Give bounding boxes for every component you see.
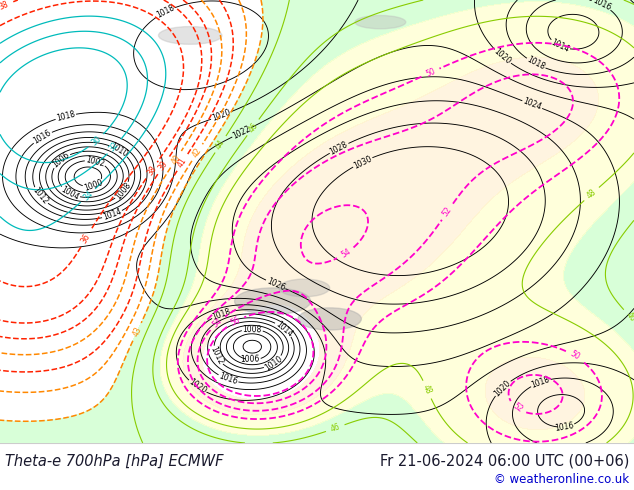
Text: 50: 50 <box>568 349 581 362</box>
Text: 50: 50 <box>424 67 437 79</box>
Text: 39: 39 <box>157 159 170 172</box>
Text: 48: 48 <box>585 187 598 200</box>
Text: 1024: 1024 <box>522 97 543 112</box>
Text: 1008: 1008 <box>243 324 262 334</box>
Text: 1014: 1014 <box>101 207 123 222</box>
Text: 1012: 1012 <box>30 186 50 206</box>
Text: 41: 41 <box>176 156 189 169</box>
Text: 56: 56 <box>229 315 242 328</box>
Ellipse shape <box>158 26 222 44</box>
Text: 32: 32 <box>108 140 121 153</box>
Text: 54: 54 <box>339 247 352 260</box>
Text: 1020: 1020 <box>493 378 512 398</box>
Text: 1026: 1026 <box>265 276 287 293</box>
Text: 1016: 1016 <box>32 128 53 146</box>
Text: 1016: 1016 <box>217 372 239 387</box>
Text: 1022: 1022 <box>231 124 252 141</box>
Text: 1020: 1020 <box>492 47 513 67</box>
Text: 54: 54 <box>210 317 224 330</box>
Text: 46: 46 <box>329 422 341 434</box>
Text: 36: 36 <box>79 232 92 245</box>
Text: 1004: 1004 <box>60 185 81 202</box>
Text: 46: 46 <box>247 121 259 134</box>
Text: 43: 43 <box>131 325 143 338</box>
Text: Fr 21-06-2024 06:00 UTC (00+06): Fr 21-06-2024 06:00 UTC (00+06) <box>380 453 630 468</box>
Text: 38: 38 <box>0 0 11 12</box>
Ellipse shape <box>298 308 361 330</box>
Text: 48: 48 <box>421 383 433 396</box>
Text: 1008: 1008 <box>113 181 133 201</box>
Ellipse shape <box>279 279 330 297</box>
Text: 1020: 1020 <box>186 378 208 396</box>
Text: 52: 52 <box>511 402 524 415</box>
Text: 38: 38 <box>145 164 158 177</box>
Text: 1016: 1016 <box>591 0 612 13</box>
Text: 1012: 1012 <box>208 345 224 367</box>
Text: 46: 46 <box>624 310 634 324</box>
Text: © weatheronline.co.uk: © weatheronline.co.uk <box>494 473 629 486</box>
Text: 40: 40 <box>169 153 183 166</box>
Text: 1018: 1018 <box>530 375 551 390</box>
Text: 1018: 1018 <box>155 3 176 20</box>
Text: 1018: 1018 <box>55 110 76 123</box>
Text: 1010: 1010 <box>263 354 284 372</box>
Text: 1020: 1020 <box>210 108 231 123</box>
Text: 1016: 1016 <box>554 421 574 433</box>
Text: 52: 52 <box>441 205 454 218</box>
Text: 1018: 1018 <box>211 307 232 321</box>
Text: 1018: 1018 <box>526 55 547 72</box>
Text: 1010: 1010 <box>108 141 129 159</box>
Text: 30: 30 <box>89 134 103 147</box>
Text: 1000: 1000 <box>82 178 104 193</box>
Text: 1030: 1030 <box>352 154 373 171</box>
Text: 42: 42 <box>191 146 204 159</box>
Ellipse shape <box>235 288 311 315</box>
Text: 34: 34 <box>81 189 94 202</box>
Text: Theta-e 700hPa [hPa] ECMWF: Theta-e 700hPa [hPa] ECMWF <box>5 453 224 468</box>
Text: 1002: 1002 <box>85 155 106 168</box>
Text: 1006: 1006 <box>51 150 71 170</box>
Text: 1014: 1014 <box>274 319 294 339</box>
Text: 44: 44 <box>214 138 227 151</box>
Text: 1028: 1028 <box>328 140 349 157</box>
Text: 1014: 1014 <box>549 38 571 54</box>
Text: 1006: 1006 <box>240 355 260 365</box>
Ellipse shape <box>355 16 406 29</box>
